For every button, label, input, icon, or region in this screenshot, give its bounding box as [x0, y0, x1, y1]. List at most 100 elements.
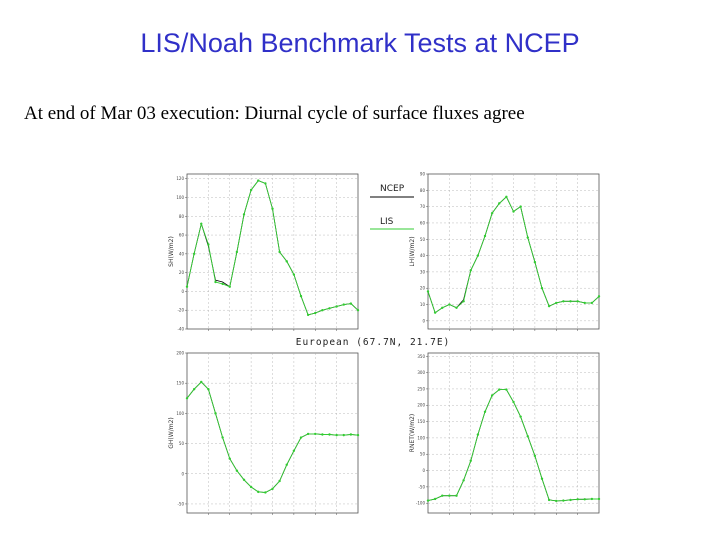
data-point — [526, 435, 529, 438]
data-point — [426, 499, 430, 502]
y-axis-label: LH(W/m2) — [409, 236, 416, 266]
data-point — [349, 302, 353, 305]
y-tick-label: 300 — [417, 370, 425, 375]
data-point — [562, 499, 565, 502]
y-tick-label: -50 — [418, 484, 425, 489]
data-point — [476, 433, 480, 436]
y-tick-label: 0 — [181, 289, 184, 294]
y-tick-label: 350 — [417, 354, 425, 359]
data-point — [214, 412, 217, 415]
y-tick-label: 40 — [179, 251, 185, 256]
data-point — [207, 388, 210, 391]
data-point — [200, 380, 203, 384]
data-point — [448, 303, 451, 306]
data-point — [555, 301, 558, 305]
data-point — [448, 494, 451, 497]
data-point — [328, 307, 331, 310]
chart-panel-1: -40 -20 0 20 40 60 80 100 120 SH(W/m2) — [168, 173, 360, 332]
y-tick-label: 120 — [176, 176, 184, 181]
y-tick-label: 60 — [179, 233, 185, 238]
data-point — [200, 222, 203, 225]
data-point — [314, 311, 317, 315]
data-point — [540, 287, 544, 290]
data-point — [342, 303, 345, 306]
data-point — [426, 290, 430, 293]
data-point — [597, 295, 601, 298]
data-point — [192, 388, 196, 391]
slide-title: LIS/Noah Benchmark Tests at NCEP — [140, 28, 580, 58]
data-point — [185, 397, 189, 400]
data-point — [433, 497, 437, 501]
data-point — [349, 433, 353, 436]
y-tick-label: -50 — [177, 501, 184, 506]
data-point — [306, 313, 310, 317]
y-tick-label: 0 — [181, 471, 184, 476]
y-tick-label: 80 — [420, 188, 426, 193]
data-point — [285, 260, 288, 263]
data-point — [469, 269, 472, 272]
y-tick-label: -40 — [177, 327, 184, 332]
y-tick-label: 20 — [420, 286, 426, 291]
legend-label-lis: LIS — [380, 217, 394, 227]
data-point — [249, 188, 253, 192]
data-point — [285, 463, 288, 466]
data-point — [292, 273, 296, 276]
data-point — [597, 497, 601, 501]
y-tick-label: 40 — [420, 253, 426, 258]
data-point — [299, 436, 303, 439]
data-point — [278, 479, 281, 483]
data-point — [476, 254, 480, 257]
data-point — [483, 234, 487, 238]
y-axis-label: SH(W/m2) — [168, 236, 175, 267]
data-point — [569, 300, 572, 303]
data-point — [221, 436, 224, 439]
y-tick-label: 60 — [420, 220, 426, 225]
y-tick-label: 30 — [420, 269, 426, 274]
data-point — [306, 432, 310, 436]
y-tick-label: 50 — [179, 441, 185, 446]
data-point — [455, 306, 458, 309]
y-tick-label: 10 — [420, 302, 426, 307]
y-tick-label: 50 — [420, 452, 426, 457]
data-point — [555, 499, 558, 503]
data-point — [540, 477, 544, 480]
data-point — [356, 309, 360, 312]
chart-panel-3: -50 0 50 100 150 200 GH(W/m2) — [168, 351, 360, 515]
legend: NCEP LIS — [370, 184, 414, 230]
data-point — [512, 400, 515, 404]
data-point — [264, 491, 267, 494]
data-point — [314, 432, 317, 436]
y-tick-label: -100 — [416, 501, 426, 506]
data-point — [228, 457, 231, 460]
data-point — [505, 195, 508, 199]
chart-panel-2: 0 10 20 30 40 50 60 70 80 90 LH(W/m2) — [409, 172, 601, 331]
slide-subtitle: At end of Mar 03 execution: Diurnal cycl… — [24, 103, 525, 124]
data-point — [264, 182, 267, 185]
y-axis-label: GH(W/m2) — [168, 417, 175, 448]
data-point — [583, 498, 586, 501]
data-point — [278, 250, 281, 254]
data-point — [235, 469, 239, 472]
data-point — [590, 497, 594, 501]
data-point — [469, 459, 472, 462]
data-point — [292, 449, 296, 453]
data-point — [576, 300, 579, 303]
data-point — [242, 213, 246, 216]
data-point — [321, 433, 324, 436]
data-point — [583, 301, 586, 305]
data-point — [271, 207, 274, 210]
data-point — [235, 250, 239, 254]
data-point — [526, 236, 529, 239]
data-point — [519, 205, 522, 208]
data-point — [356, 433, 360, 437]
data-point — [455, 494, 458, 497]
data-point — [462, 479, 465, 482]
data-point — [590, 301, 594, 305]
data-point — [498, 202, 501, 205]
data-point — [192, 252, 196, 256]
chart-panel-4: -100 -50 0 50 100 150 200 250 300 350 RNET(W/m2) — [409, 352, 601, 515]
data-point — [249, 485, 253, 489]
data-point — [257, 179, 260, 182]
y-axis-label: RNET(W/m2) — [409, 414, 416, 452]
